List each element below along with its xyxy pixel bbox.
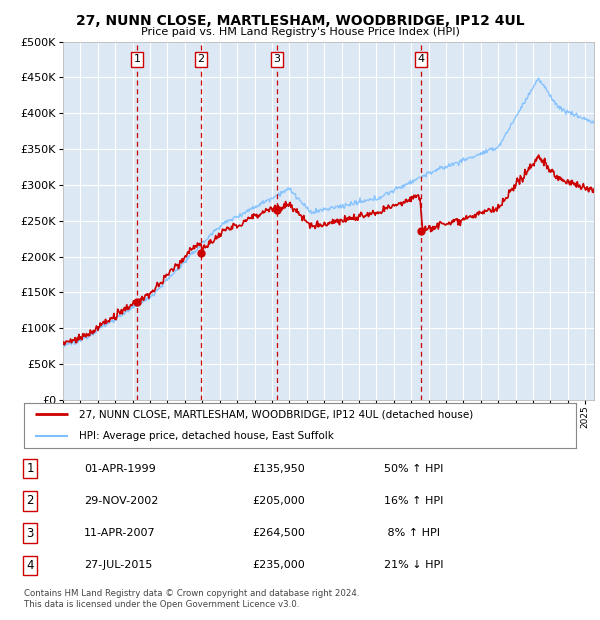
Text: 21% ↓ HPI: 21% ↓ HPI: [384, 560, 443, 570]
Text: £235,000: £235,000: [252, 560, 305, 570]
Text: 27, NUNN CLOSE, MARTLESHAM, WOODBRIDGE, IP12 4UL: 27, NUNN CLOSE, MARTLESHAM, WOODBRIDGE, …: [76, 14, 524, 28]
Text: £264,500: £264,500: [252, 528, 305, 538]
Text: 2: 2: [197, 55, 205, 64]
Text: 29-NOV-2002: 29-NOV-2002: [84, 496, 158, 506]
Text: 8% ↑ HPI: 8% ↑ HPI: [384, 528, 440, 538]
Text: 11-APR-2007: 11-APR-2007: [84, 528, 155, 538]
Text: £135,950: £135,950: [252, 464, 305, 474]
Text: 27, NUNN CLOSE, MARTLESHAM, WOODBRIDGE, IP12 4UL (detached house): 27, NUNN CLOSE, MARTLESHAM, WOODBRIDGE, …: [79, 409, 473, 419]
Text: 3: 3: [273, 55, 280, 64]
Text: Price paid vs. HM Land Registry's House Price Index (HPI): Price paid vs. HM Land Registry's House …: [140, 27, 460, 37]
Text: £205,000: £205,000: [252, 496, 305, 506]
Text: Contains HM Land Registry data © Crown copyright and database right 2024.
This d: Contains HM Land Registry data © Crown c…: [24, 590, 359, 609]
Text: 4: 4: [418, 55, 425, 64]
Text: 2: 2: [26, 494, 34, 507]
Text: 27-JUL-2015: 27-JUL-2015: [84, 560, 152, 570]
Text: 1: 1: [26, 462, 34, 475]
Text: 1: 1: [133, 55, 140, 64]
Text: 01-APR-1999: 01-APR-1999: [84, 464, 156, 474]
Text: 16% ↑ HPI: 16% ↑ HPI: [384, 496, 443, 506]
Text: 4: 4: [26, 559, 34, 572]
Text: 50% ↑ HPI: 50% ↑ HPI: [384, 464, 443, 474]
Text: HPI: Average price, detached house, East Suffolk: HPI: Average price, detached house, East…: [79, 432, 334, 441]
Text: 3: 3: [26, 526, 34, 539]
